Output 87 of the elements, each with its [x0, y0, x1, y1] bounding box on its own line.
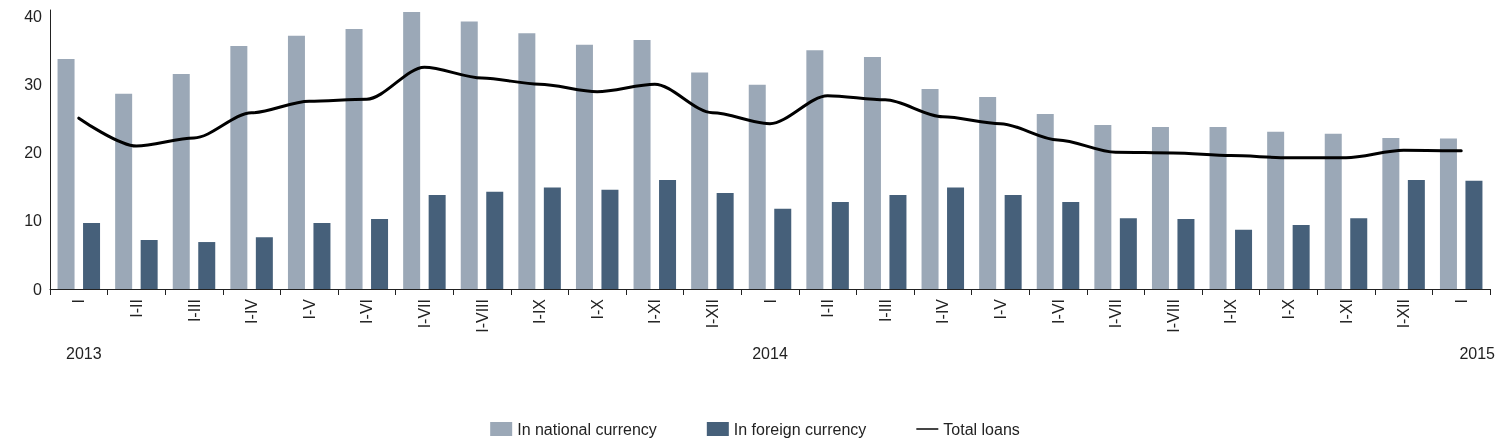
bar [691, 72, 709, 289]
bar [921, 88, 939, 289]
bar [1292, 225, 1310, 289]
bar [345, 29, 363, 289]
bar [601, 189, 619, 289]
bar [575, 44, 593, 289]
x-tick-label: I-II [127, 299, 145, 318]
bar [1407, 180, 1425, 289]
bar [486, 191, 504, 289]
bar [748, 84, 766, 289]
x-tick-label: I-V [991, 298, 1009, 320]
bar [313, 222, 331, 289]
bar [543, 187, 561, 289]
bar [1382, 137, 1400, 289]
bar [57, 59, 75, 289]
x-tick-label: I-III [185, 299, 203, 323]
x-tick-label: I-X [588, 298, 606, 320]
x-tick-label: I [761, 299, 779, 304]
x-tick-label: I-III [876, 299, 894, 323]
y-tick-label: 40 [24, 8, 43, 26]
bar [230, 46, 248, 289]
x-tick-label: I [1452, 299, 1470, 304]
bar [518, 33, 536, 289]
bar [1209, 127, 1227, 289]
bar [83, 222, 101, 289]
x-tick-label: I-VIII [473, 299, 491, 333]
x-tick-label: I-IV [243, 298, 261, 324]
x-tick-label: I [70, 299, 88, 304]
x-tick-label: I-X [1279, 298, 1297, 320]
x-tick-label: I-V [300, 298, 318, 320]
x-tick-label: I-II [819, 299, 837, 318]
bar [1177, 218, 1195, 289]
y-tick-label: 0 [33, 280, 43, 298]
x-tick-label: I-XII [703, 299, 721, 329]
bar [1235, 229, 1253, 289]
bar [947, 187, 965, 289]
legend-label: In foreign currency [733, 420, 867, 438]
bar [198, 242, 216, 289]
bar [1350, 218, 1368, 289]
bar [1439, 138, 1457, 289]
y-tick-label: 30 [24, 76, 43, 94]
y-tick-label: 10 [24, 212, 43, 230]
bar [633, 39, 651, 289]
bar [1151, 127, 1169, 289]
x-tick-label: I-XI [1337, 299, 1355, 324]
bar [1465, 180, 1483, 289]
x-tick-label: I-VI [1049, 299, 1067, 324]
bar [1062, 201, 1080, 289]
x-tick-label: I-IX [1222, 298, 1240, 324]
x-tick-label: I-IX [531, 298, 549, 324]
bar [774, 208, 792, 289]
bar [806, 50, 824, 289]
text: 2015 [1459, 344, 1496, 362]
line-series [77, 65, 1463, 160]
bar [140, 240, 158, 289]
bar [1004, 195, 1022, 289]
bar [428, 195, 446, 289]
legend-label: In national currency [517, 420, 657, 438]
bar [460, 21, 478, 289]
text: 2013 [66, 344, 102, 362]
bar [403, 12, 421, 289]
x-tick-label: I-IV [934, 298, 952, 324]
bar [863, 56, 881, 289]
bar [979, 97, 997, 289]
bar [172, 73, 190, 289]
x-tick-label: I-XII [1395, 299, 1413, 329]
x-tick-label: I-VI [358, 299, 376, 324]
x-tick-label: I-XI [646, 299, 664, 324]
x-tick-label: I-VII [1107, 299, 1125, 329]
bar [255, 237, 273, 289]
bar [831, 201, 849, 289]
bar [287, 35, 305, 289]
bar [115, 93, 133, 289]
bar [659, 180, 677, 289]
legend-label: Total loans [943, 420, 1020, 438]
bar [1119, 218, 1137, 289]
bar [716, 193, 734, 289]
bar [1324, 133, 1342, 289]
bar [1267, 131, 1285, 289]
x-tick-label: I-VIII [1164, 299, 1182, 333]
y-tick-label: 20 [24, 144, 43, 162]
text: 2014 [752, 344, 788, 362]
bar [1036, 114, 1054, 289]
bar [889, 195, 907, 289]
bar [1094, 125, 1112, 289]
x-tick-label: I-VII [415, 299, 433, 329]
bar [371, 218, 389, 289]
